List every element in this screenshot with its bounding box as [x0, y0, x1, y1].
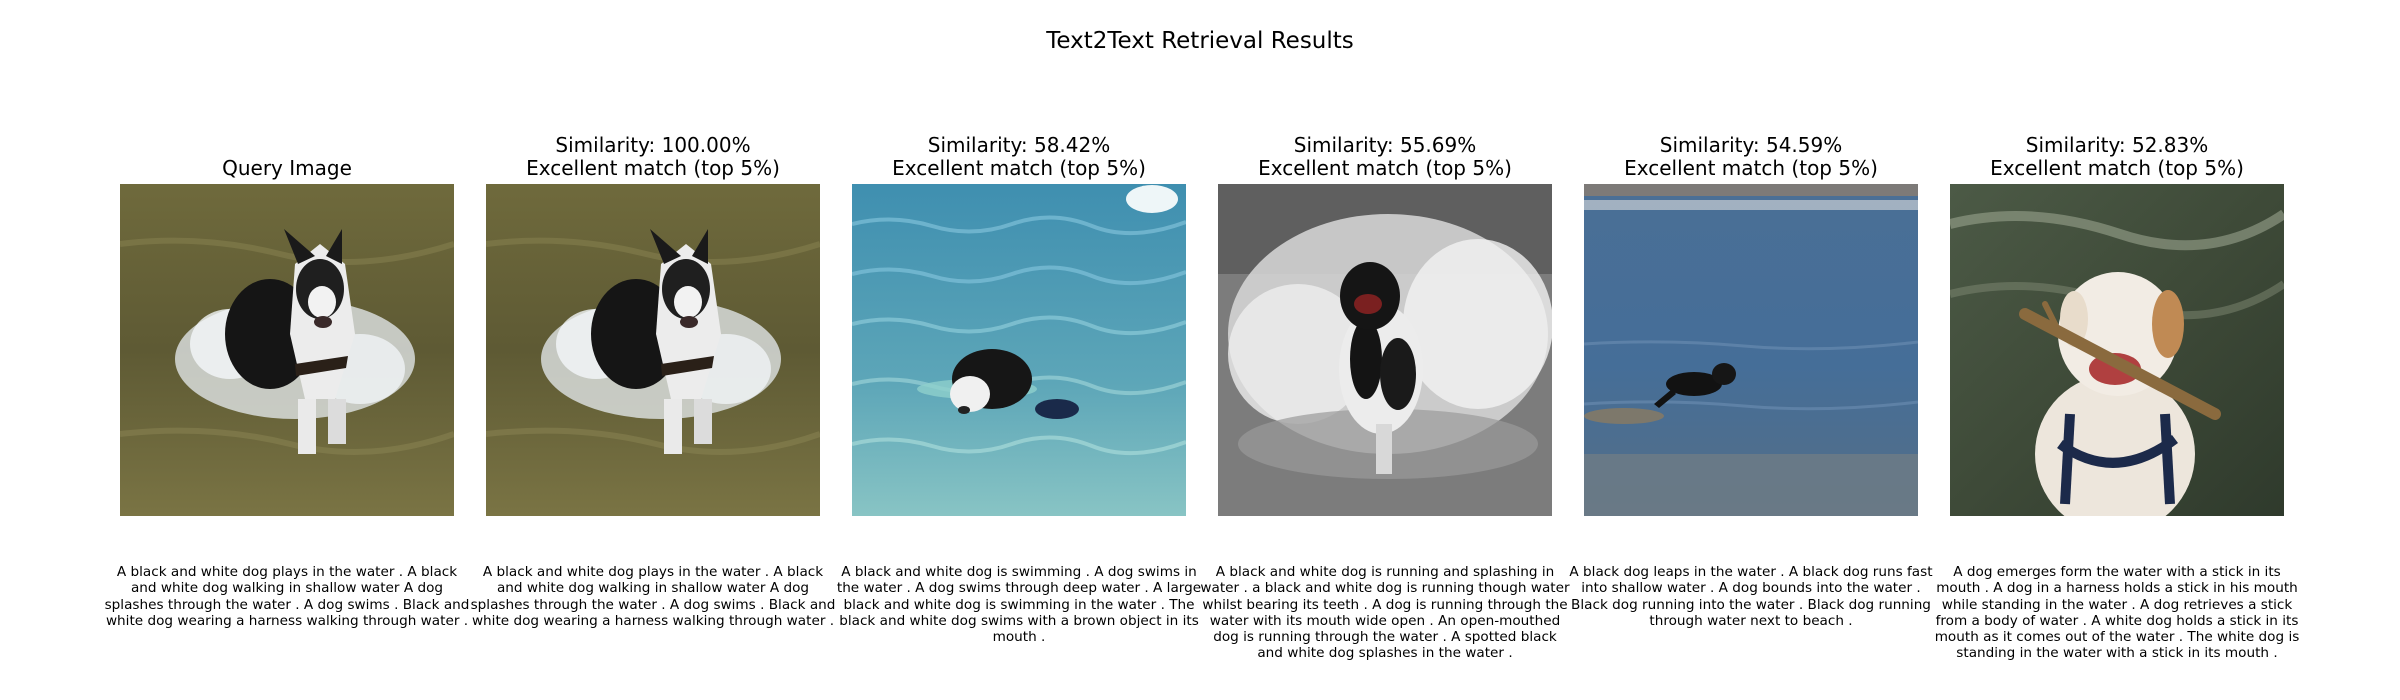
result-caption: A black and white dog is running and spl… [1200, 564, 1570, 662]
result-dog-photo [1950, 184, 2284, 516]
result-caption: A dog emerges form the water with a stic… [1934, 564, 2300, 662]
result-dog-photo [1218, 184, 1552, 516]
similarity-heading: Similarity: 55.69% Excellent match (top … [1258, 133, 1512, 180]
similarity-heading: Similarity: 52.83% Excellent match (top … [1990, 133, 2244, 180]
similarity-heading: Similarity: 58.42% Excellent match (top … [892, 133, 1146, 180]
result-caption: A black and white dog is swimming . A do… [836, 564, 1202, 646]
page-title: Text2Text Retrieval Results [1046, 28, 1354, 54]
query-dog-photo [120, 184, 454, 516]
result-dog-photo [852, 184, 1186, 516]
result-caption: A black dog leaps in the water . A black… [1569, 564, 1933, 629]
result-dog-photo [486, 184, 820, 516]
query-caption: A black and white dog plays in the water… [104, 564, 470, 629]
similarity-heading: Similarity: 54.59% Excellent match (top … [1624, 133, 1878, 180]
similarity-heading: Similarity: 100.00% Excellent match (top… [526, 133, 780, 180]
result-dog-photo [1584, 184, 1918, 516]
panel-heading: Query Image [222, 156, 352, 180]
result-caption: A black and white dog plays in the water… [470, 564, 836, 629]
